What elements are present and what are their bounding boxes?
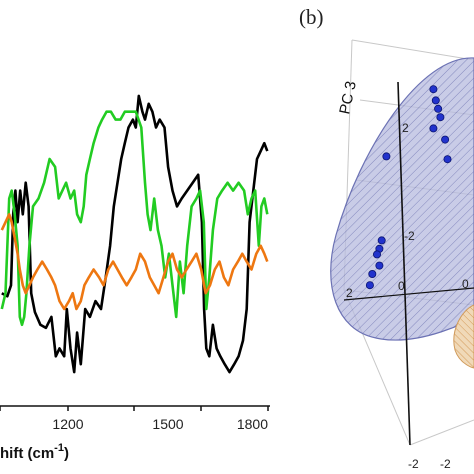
spectrum-line-1 [1,94,269,374]
pca-point [443,155,452,164]
pca-points-group [365,85,452,290]
pc-horizontal-axis-line [343,287,474,301]
pc3-axis-line [397,81,411,446]
pca-point [436,113,445,122]
panel-label-b: (b) [299,5,324,29]
pca-point [382,152,391,161]
x-tick-label: 1200 [52,416,83,432]
pca-point [434,104,443,113]
pc-tick-label: -2 [440,457,451,471]
pc3-tick-label: 2 [402,121,409,135]
pca-point [429,124,438,133]
spectrum-line-2 [0,110,269,327]
x-tick-label: 1800 [237,416,268,432]
pc-tick-label: 0 [398,279,405,293]
pca-point [441,135,450,144]
pc-tick-label: 0 [462,277,469,291]
pca-point [365,281,374,290]
spectrum-line-3 [0,213,269,311]
pca-point [372,250,381,259]
pca-point [375,261,384,270]
pca-point [429,85,438,94]
panel-a: 1200 1500 1800 hift (cm-1) [0,94,270,462]
x-axis-title: hift (cm-1) [0,442,69,462]
pc3-axis-label: PC 3 [336,80,360,116]
pc-tick-label: -2 [408,457,419,471]
pca-point [368,269,377,278]
spectra-series-group [0,94,269,374]
x-tick-label: 1500 [152,416,183,432]
pc3-tick-label: -2 [404,229,415,243]
group-ellipse-orange [453,304,474,369]
panel-b: (b) PC 3 2 [299,5,474,471]
pca-point [377,236,386,245]
pca-point [431,96,440,105]
pc-tick-label: 2 [346,286,353,300]
